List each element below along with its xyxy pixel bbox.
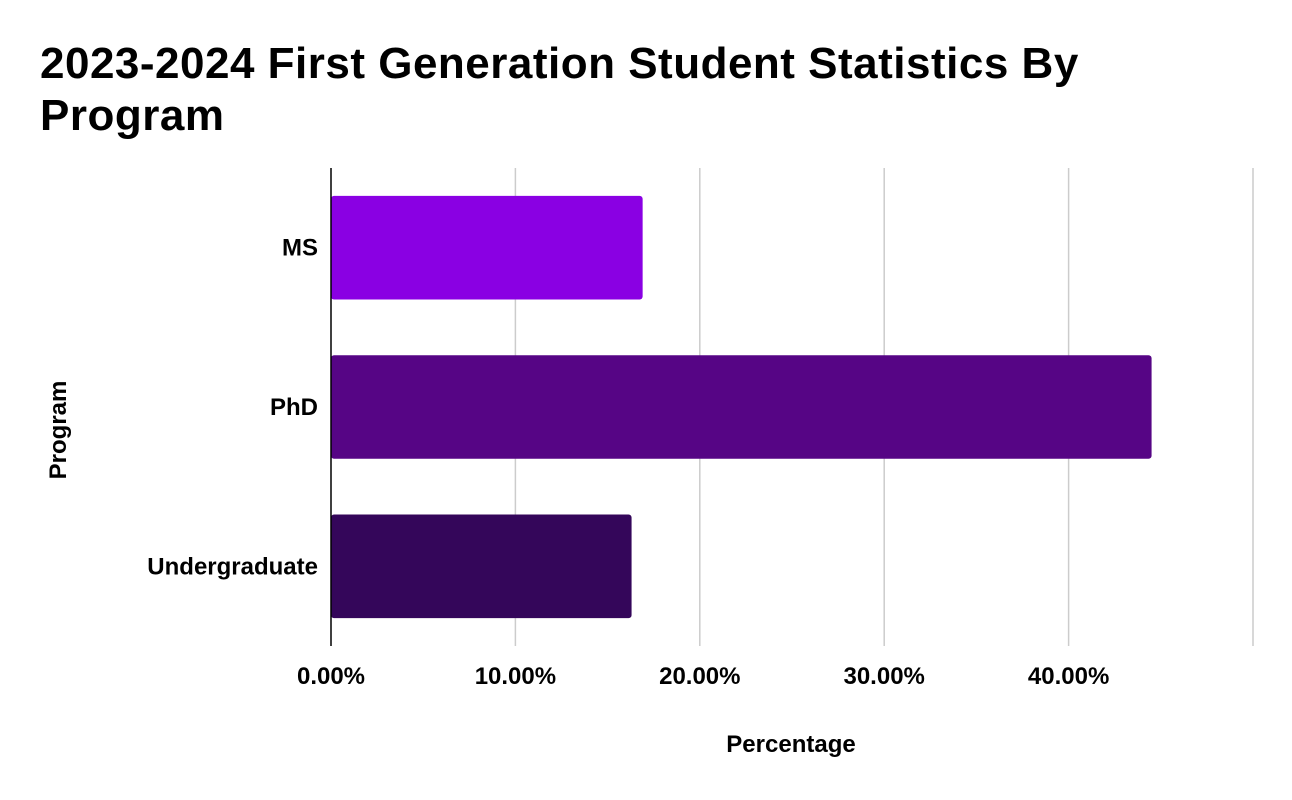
x-tick-label: 0.00% xyxy=(297,663,365,690)
x-tick-label: 40.00% xyxy=(1028,663,1109,690)
category-labels: MS PhD Undergraduate xyxy=(147,235,318,581)
bar-undergraduate xyxy=(331,514,632,619)
y-axis-title: Program xyxy=(45,381,72,480)
category-label-undergraduate: Undergraduate xyxy=(147,553,318,580)
bar-phd xyxy=(331,355,1152,459)
bars xyxy=(331,195,1152,619)
bar-ms xyxy=(331,195,643,300)
x-tick-label: 20.00% xyxy=(659,663,740,690)
x-axis-title: Percentage xyxy=(726,731,855,758)
x-tick-labels: 0.00% 10.00% 20.00% 30.00% 40.00% xyxy=(297,663,1109,690)
chart-title: 2023-2024 First Generation Student Stati… xyxy=(40,39,1079,140)
x-tick-label: 30.00% xyxy=(843,663,924,690)
category-label-phd: PhD xyxy=(270,394,318,421)
x-tick-label: 10.00% xyxy=(475,663,556,690)
category-label-ms: MS xyxy=(282,235,318,262)
